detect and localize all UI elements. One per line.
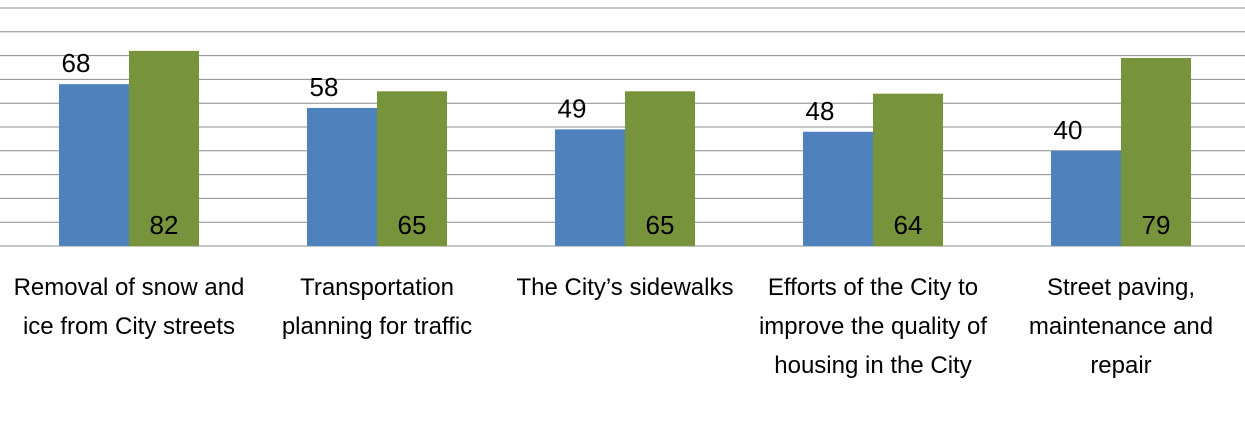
bar <box>803 131 873 246</box>
x-tick-label: Transportation planning for traffic <box>281 274 473 340</box>
value-label: 68 <box>62 48 91 78</box>
bar <box>1051 150 1121 246</box>
value-label: 79 <box>1142 210 1171 240</box>
x-tick-label: Efforts of the City to improve the quali… <box>758 274 988 379</box>
bar <box>377 91 447 246</box>
value-label: 58 <box>310 72 339 102</box>
bar <box>129 50 199 247</box>
value-label: 65 <box>646 210 675 240</box>
bar <box>307 107 377 247</box>
value-label: 65 <box>398 210 427 240</box>
x-tick-label: Removal of snow and ice from City street… <box>13 274 245 340</box>
bar <box>1121 57 1191 247</box>
value-label: 40 <box>1054 115 1083 145</box>
value-label: 82 <box>150 210 179 240</box>
bar <box>59 84 129 246</box>
bar <box>873 93 943 247</box>
value-label: 49 <box>558 93 587 123</box>
x-tick-label: The City’s sidewalks <box>516 274 734 301</box>
value-label: 64 <box>894 210 923 240</box>
bar <box>625 91 695 246</box>
x-tick-label: Street paving, maintenance and repair <box>1028 274 1214 379</box>
value-label: 48 <box>806 96 835 126</box>
bar <box>555 129 625 246</box>
